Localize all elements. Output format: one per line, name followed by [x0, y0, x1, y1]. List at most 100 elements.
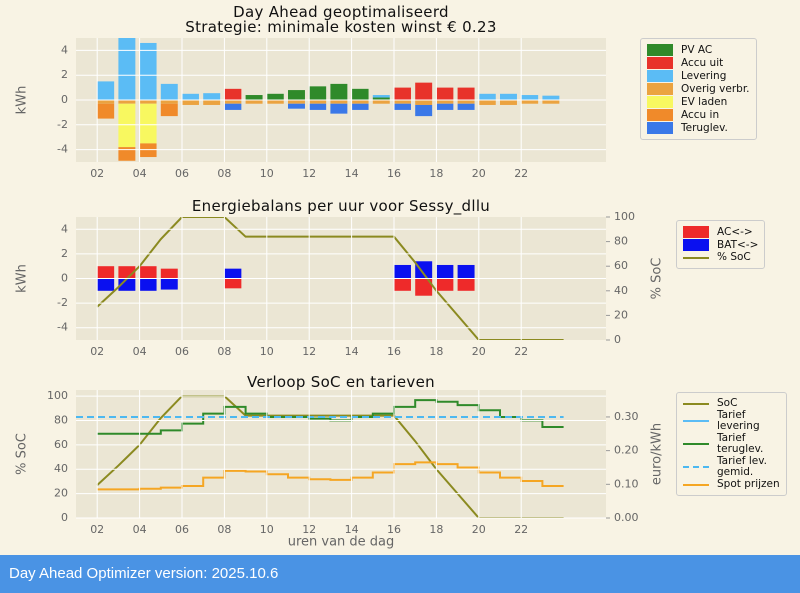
x-tick-label: 10: [260, 167, 274, 180]
legend-label: SoC: [717, 397, 738, 409]
bar: [245, 100, 263, 104]
y-tick-label: 20: [54, 487, 68, 500]
y2-tick-label: 100: [614, 210, 635, 223]
bar: [160, 103, 178, 117]
legend-swatch: [683, 443, 709, 445]
x-tick-label: 02: [90, 345, 104, 358]
legend-swatch: [647, 96, 673, 108]
legend-entry: Accu uit: [647, 57, 750, 69]
y2-tick-label: 0.10: [614, 477, 639, 490]
x-tick-label: 02: [90, 523, 104, 536]
y-axis-label: kWh: [15, 264, 30, 293]
y-tick-label: 60: [54, 438, 68, 451]
y-axis-label: kWh: [15, 86, 30, 115]
bar: [160, 83, 178, 100]
y2-axis-label: euro/kWh: [650, 423, 665, 485]
bar: [330, 100, 348, 104]
bar: [288, 100, 305, 104]
bar: [330, 83, 348, 100]
bar: [351, 88, 369, 100]
y-tick-label: 4: [61, 222, 68, 235]
charts: 02 04 06 08 10 12 14 16 18 20 22 4 2 0 -2 -4 kWh 02 04 06 08…: [15, 3, 787, 550]
bar: [182, 100, 199, 105]
bar: [245, 95, 263, 100]
legend-entry: EV laden: [647, 96, 750, 108]
bar: [309, 100, 327, 104]
bar: [139, 278, 157, 291]
bar: [500, 93, 517, 100]
bar: [97, 81, 115, 100]
x-tick-label: 18: [429, 345, 443, 358]
x-tick-label: 14: [345, 345, 359, 358]
bar: [224, 268, 242, 279]
bar: [139, 100, 157, 104]
bar: [139, 42, 157, 100]
bar: [160, 100, 178, 104]
y2-tick-label: 0: [614, 333, 621, 346]
bar: [266, 93, 284, 100]
bar: [542, 95, 560, 100]
x-tick-label: 14: [345, 167, 359, 180]
x-tick-label: 02: [90, 167, 104, 180]
bar: [436, 103, 454, 110]
bar: [97, 266, 115, 279]
bar: [436, 264, 454, 279]
bar: [97, 100, 115, 104]
y2-tick-label: 40: [614, 284, 628, 297]
legend-swatch: [683, 256, 709, 259]
x-tick-label: 18: [429, 523, 443, 536]
legend-entry: Spot prijzen: [683, 479, 780, 490]
bar: [436, 87, 454, 100]
legend-label: Accu in: [681, 108, 720, 121]
bar: [330, 103, 348, 114]
legend-entry: AC<->: [683, 226, 758, 238]
bar: [521, 100, 539, 104]
bar: [457, 278, 475, 291]
bar: [436, 278, 454, 291]
legend-label: Tarief teruglev.: [717, 432, 764, 455]
legend: PV AC Accu uit Levering Overig verbr. EV lad…: [640, 38, 757, 140]
legend-label: Spot prijzen: [717, 478, 780, 490]
legend-label: Accu uit: [681, 56, 724, 69]
plot: [97, 38, 560, 161]
y-axis-label: % SoC: [15, 433, 30, 475]
legend-swatch: [683, 402, 709, 405]
x-tick-label: 10: [260, 523, 274, 536]
x-tick-label: 20: [472, 345, 486, 358]
y2-tick-label: 0.30: [614, 410, 639, 423]
y-tick-label: -2: [57, 296, 68, 309]
bar: [139, 266, 157, 279]
bar: [457, 264, 475, 279]
x-tick-label: 12: [302, 523, 316, 536]
legend-swatch: [683, 466, 709, 468]
y2-tick-label: 20: [614, 308, 628, 321]
x-tick-label: 16: [387, 523, 401, 536]
bar: [288, 103, 305, 109]
bar: [542, 100, 560, 104]
y-tick-label: 100: [47, 389, 68, 402]
bar: [372, 100, 390, 104]
chart-title: Day Ahead geoptimaliseerd Strategie: min…: [185, 3, 497, 36]
bar: [203, 100, 221, 105]
y-tick-label: -2: [57, 118, 68, 131]
x-tick-label: 20: [472, 523, 486, 536]
legend-entry: SoC: [683, 398, 780, 409]
y-tick-label: 2: [61, 247, 68, 260]
bar: [224, 100, 242, 104]
x-tick-label: 22: [514, 167, 528, 180]
bar: [118, 100, 136, 104]
x-tick-label: 12: [302, 167, 316, 180]
bar: [203, 93, 221, 100]
legend-swatch: [647, 109, 673, 121]
x-tick-label: 06: [175, 523, 189, 536]
legend-label: AC<->: [717, 225, 753, 238]
legend-swatch: [647, 70, 673, 82]
bar: [415, 82, 433, 100]
legend-label: Levering: [681, 69, 727, 82]
bar: [224, 88, 242, 100]
x-tick-label: 06: [175, 167, 189, 180]
legend-label: % SoC: [717, 251, 751, 263]
legend-swatch: [683, 483, 709, 486]
bar: [436, 100, 454, 104]
